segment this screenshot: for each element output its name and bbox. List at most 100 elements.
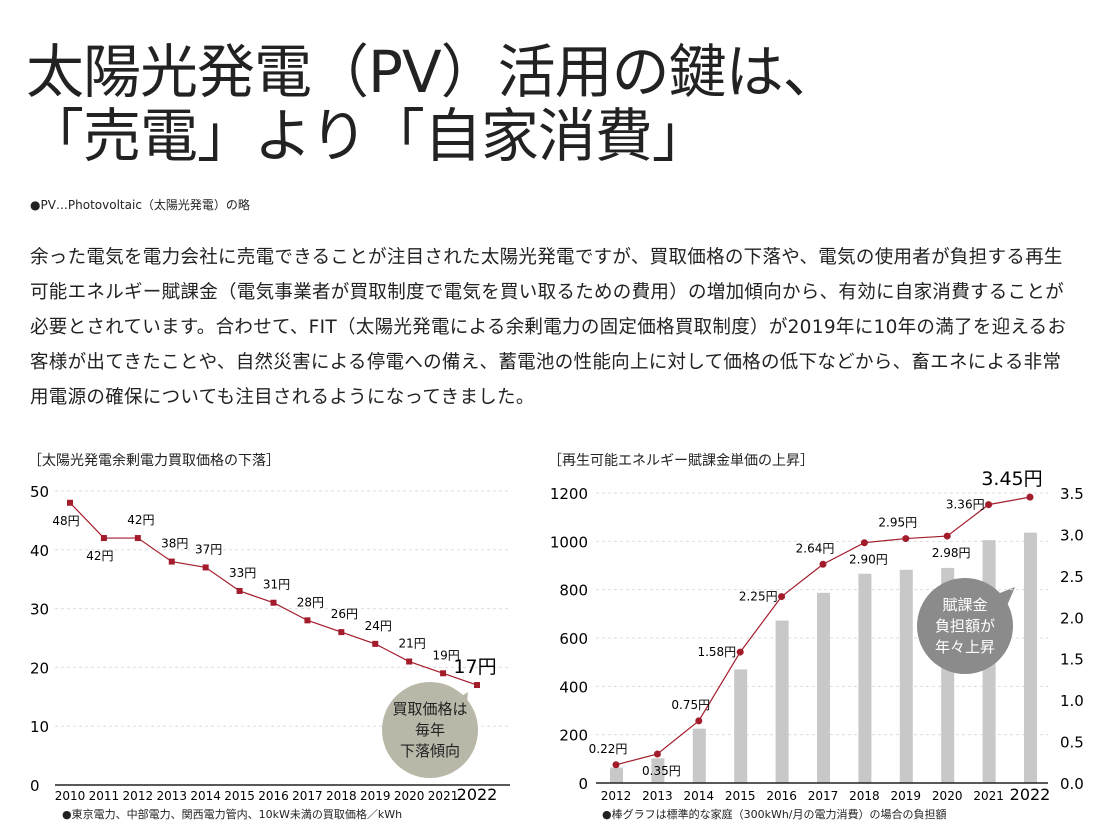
x-tick-label: 2020 bbox=[394, 789, 425, 803]
x-tick-label: 2019 bbox=[891, 789, 922, 803]
chart2-footnote: ●棒グラフは標準的な家庭（300kWh/月の電力消費）の場合の負担額 bbox=[602, 808, 947, 821]
chart2-bar bbox=[817, 592, 830, 783]
chart2-bar bbox=[899, 569, 913, 783]
x-tick-label: 2012 bbox=[601, 789, 632, 803]
x-tick-label: 2020 bbox=[932, 789, 963, 803]
y-left-tick-label: 800 bbox=[559, 582, 588, 600]
chart1-point bbox=[372, 640, 379, 647]
chart2-point bbox=[736, 648, 744, 656]
chart1-point bbox=[474, 682, 480, 689]
x-tick-label: 2015 bbox=[224, 789, 255, 803]
chart2-point bbox=[1026, 493, 1034, 501]
x-tick-label: 2018 bbox=[849, 789, 880, 803]
chart2-bar bbox=[775, 620, 789, 783]
body-text: 余った電気を電力会社に売電できることが注目された太陽光発電ですが、買取価格の下落… bbox=[30, 247, 1067, 408]
chart1-data-label: 33円 bbox=[229, 566, 256, 580]
x-tick-label: 2021 bbox=[973, 789, 1004, 803]
chart2-callout: 賦課金 負担額が 年々上昇 bbox=[917, 578, 1013, 674]
chart1-data-label: 19円 bbox=[432, 648, 459, 662]
chart1-data-label: 24円 bbox=[365, 619, 392, 633]
y-tick-label: 0 bbox=[30, 777, 40, 795]
chart2-bar bbox=[734, 669, 748, 783]
chart2-data-label: 2.98円 bbox=[932, 546, 971, 560]
chart2-bar bbox=[692, 728, 706, 783]
chart2-bar bbox=[1024, 532, 1037, 783]
x-tick-label: 2019 bbox=[360, 789, 391, 803]
y-left-tick-label: 0 bbox=[578, 775, 588, 793]
chart2-data-label: 0.75円 bbox=[671, 698, 710, 712]
chart2-point bbox=[943, 532, 951, 540]
y-right-tick-label: 2.0 bbox=[1060, 609, 1084, 627]
y-right-tick-label: 1.5 bbox=[1060, 651, 1084, 669]
page-title: 太陽光発電（PV）活用の鍵は、 「売電」より「自家消費」 bbox=[26, 38, 841, 170]
y-left-tick-label: 200 bbox=[559, 727, 588, 745]
x-tick-label: 2022 bbox=[1010, 785, 1051, 804]
chart2-point bbox=[653, 750, 661, 758]
y-left-tick-label: 1000 bbox=[550, 533, 588, 551]
chart2-data-label: 2.95円 bbox=[878, 516, 917, 530]
y-right-tick-label: 3.5 bbox=[1060, 485, 1084, 503]
chart2-data-label: 0.22円 bbox=[589, 742, 628, 756]
chart2-point bbox=[985, 501, 993, 509]
chart1-point bbox=[304, 617, 311, 624]
y-right-tick-label: 2.5 bbox=[1060, 568, 1084, 586]
chart1-data-label: 37円 bbox=[195, 542, 222, 556]
chart1-line bbox=[69, 502, 478, 686]
chart1-data-label: 38円 bbox=[161, 537, 188, 551]
y-right-tick-label: 1.0 bbox=[1060, 692, 1084, 710]
y-tick-label: 20 bbox=[30, 659, 49, 677]
y-tick-label: 50 bbox=[30, 483, 49, 501]
pv-note: ●PV…Photovoltaic（太陽光発電）の略 bbox=[30, 198, 250, 212]
chart2-data-label: 0.35円 bbox=[642, 764, 681, 778]
chart1-data-label: 42円 bbox=[86, 549, 113, 563]
chart1-callout: 買取価格は 毎年 下落傾向 bbox=[382, 682, 478, 778]
chart1-point bbox=[168, 558, 175, 565]
x-tick-label: 2013 bbox=[642, 789, 673, 803]
chart2-data-label: 1.58円 bbox=[697, 645, 736, 659]
y-tick-label: 10 bbox=[30, 718, 49, 736]
x-tick-label: 2014 bbox=[190, 789, 221, 803]
chart1-data-label: 48円 bbox=[52, 514, 79, 528]
chart1-point bbox=[338, 629, 345, 636]
chart2-point bbox=[902, 535, 910, 543]
chart2-data-label: 3.36円 bbox=[946, 498, 985, 512]
chart1-point bbox=[134, 535, 141, 542]
x-tick-label: 2017 bbox=[808, 789, 839, 803]
y-tick-label: 30 bbox=[30, 601, 49, 619]
title-line-2: 「売電」より「自家消費」 bbox=[26, 102, 710, 170]
chart1-footnote: ●東京電力、中部電力、関西電力管内、10kW未満の買取価格／kWh bbox=[62, 808, 403, 821]
chart2-data-label: 2.25円 bbox=[739, 590, 778, 604]
x-tick-label: 2012 bbox=[123, 789, 154, 803]
x-tick-label: 2011 bbox=[89, 789, 120, 803]
x-tick-label: 2017 bbox=[292, 789, 323, 803]
title-line-1: 太陽光発電（PV）活用の鍵は、 bbox=[26, 38, 841, 106]
chart2-data-label: 2.64円 bbox=[796, 541, 835, 555]
x-tick-label: 2013 bbox=[156, 789, 187, 803]
chart1-point bbox=[270, 599, 277, 606]
chart1-data-label: 26円 bbox=[331, 607, 358, 621]
x-tick-label: 2016 bbox=[766, 789, 797, 803]
y-right-tick-label: 0.0 bbox=[1060, 775, 1084, 793]
y-left-tick-label: 400 bbox=[559, 678, 588, 696]
chart1-data-label: 31円 bbox=[263, 578, 290, 592]
chart1-point bbox=[440, 670, 447, 677]
chart2-bar bbox=[610, 767, 623, 783]
chart2-data-label: 2.90円 bbox=[849, 553, 888, 567]
chart2-point bbox=[612, 761, 620, 769]
chart2-point bbox=[778, 593, 786, 601]
chart1-data-label: 28円 bbox=[297, 595, 324, 609]
chart2-data-label: 3.45円 bbox=[981, 468, 1042, 490]
x-tick-label: 2015 bbox=[725, 789, 756, 803]
y-right-tick-label: 3.0 bbox=[1060, 526, 1084, 544]
y-left-tick-label: 1200 bbox=[550, 485, 588, 503]
chart2-bar bbox=[858, 573, 872, 783]
chart1-data-label: 21円 bbox=[399, 637, 426, 651]
chart1-point bbox=[406, 658, 413, 665]
chart1-data-label: 42円 bbox=[127, 513, 154, 527]
chart1-point bbox=[100, 535, 107, 542]
chart1-point bbox=[236, 587, 243, 594]
chart2-title: ［再生可能エネルギー賦課金単価の上昇］ bbox=[548, 453, 814, 469]
x-tick-label: 2016 bbox=[258, 789, 289, 803]
x-tick-label: 2021 bbox=[428, 789, 459, 803]
